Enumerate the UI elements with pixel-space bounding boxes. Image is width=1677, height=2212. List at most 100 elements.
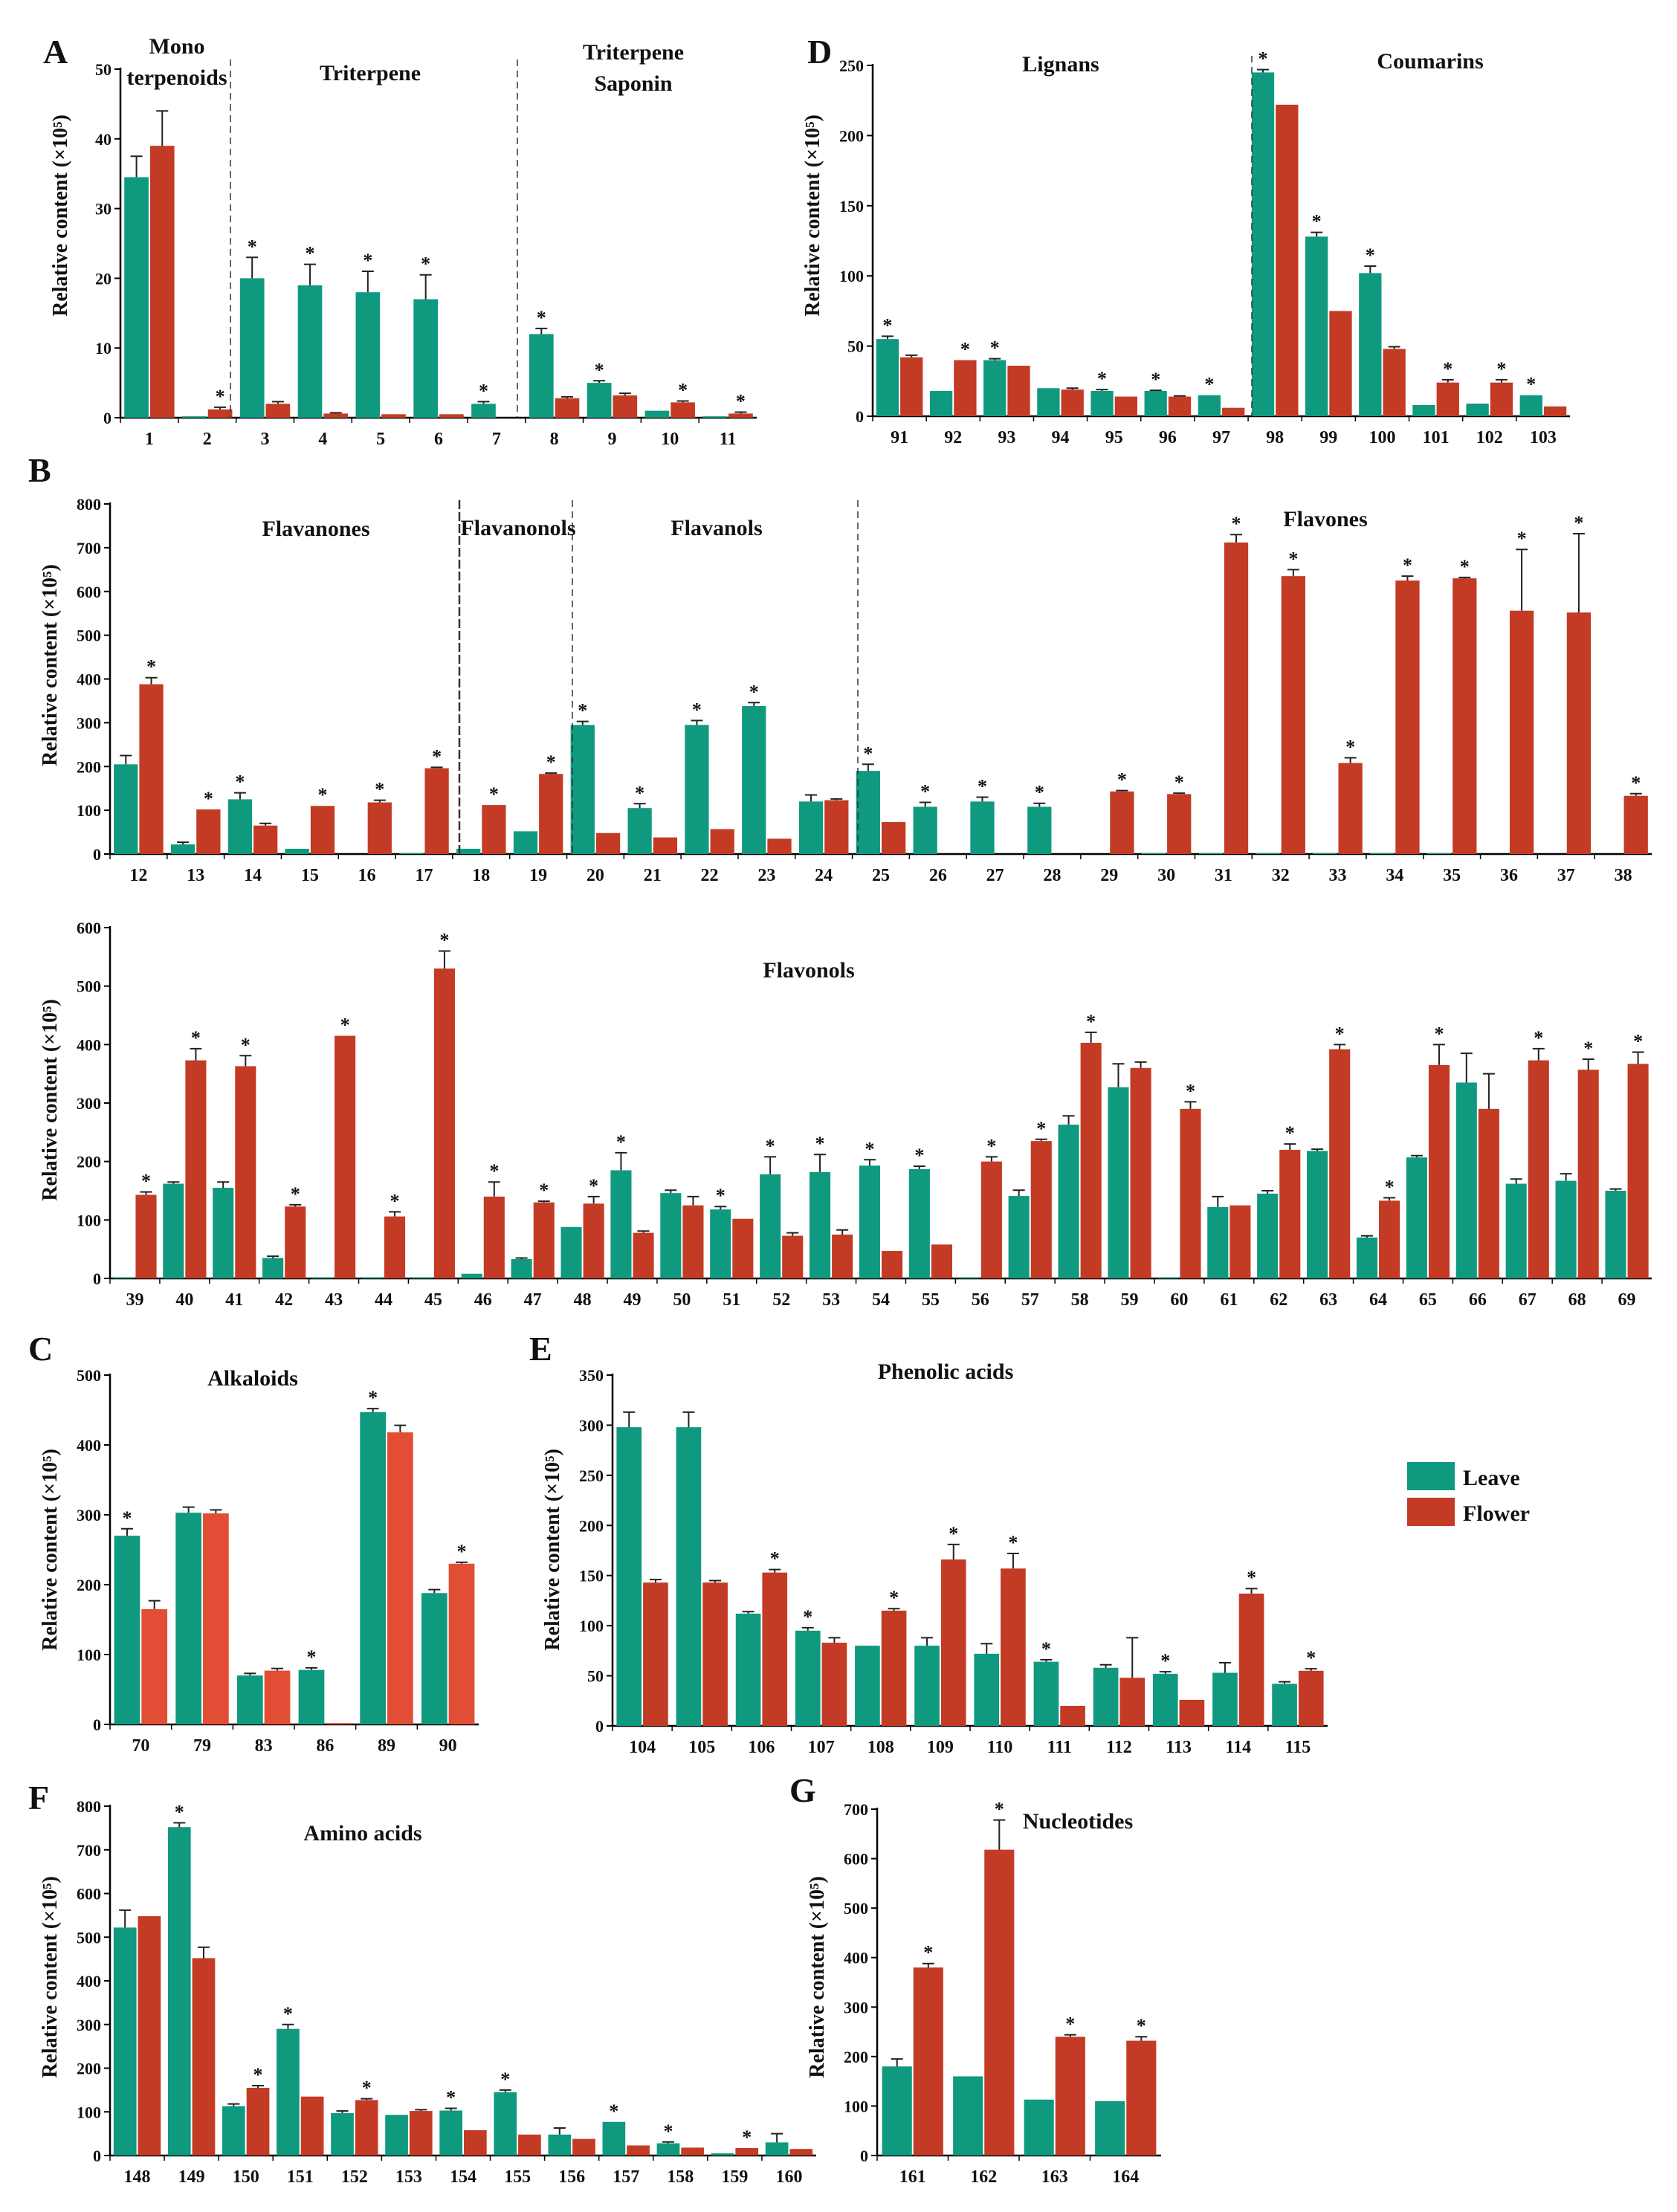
bar-leave xyxy=(461,1273,482,1278)
x-tick-label: 26 xyxy=(929,866,947,885)
x-tick-label: 158 xyxy=(667,2167,694,2187)
y-tick-label: 0 xyxy=(93,1715,101,1734)
x-tick-label: 21 xyxy=(644,866,662,885)
x-tick-label: 65 xyxy=(1419,1290,1437,1310)
y-axis-label: Relative content (×10⁵) xyxy=(39,999,62,1201)
y-axis-label: Relative content (×10⁵) xyxy=(39,1449,62,1651)
bar-leave xyxy=(331,2113,354,2156)
bar-leave xyxy=(494,2092,517,2156)
x-tick-label: 111 xyxy=(1047,1738,1072,1757)
group-label: Flavanonols xyxy=(460,516,575,540)
significance-mark: * xyxy=(1345,736,1355,757)
significance-mark: * xyxy=(253,2064,263,2086)
significance-mark: * xyxy=(216,386,225,407)
x-tick-label: 35 xyxy=(1443,866,1461,885)
x-tick-label: 59 xyxy=(1121,1290,1139,1310)
bar-flower xyxy=(1428,1064,1450,1278)
x-tick-label: 47 xyxy=(524,1290,542,1310)
y-tick-label: 50 xyxy=(95,60,112,79)
bar-leave xyxy=(413,299,438,418)
x-tick-label: 115 xyxy=(1285,1738,1311,1757)
x-tick-label: 18 xyxy=(472,866,490,885)
bar-flower xyxy=(1338,763,1363,854)
bar-leave xyxy=(760,1174,781,1278)
y-tick-label: 200 xyxy=(77,1576,101,1594)
x-tick-label: 32 xyxy=(1272,866,1290,885)
x-tick-label: 114 xyxy=(1225,1738,1251,1757)
significance-mark: * xyxy=(479,380,488,401)
significance-mark: * xyxy=(1151,369,1160,390)
bar-leave xyxy=(644,410,670,418)
x-tick-label: 99 xyxy=(1319,428,1337,447)
x-tick-label: 15 xyxy=(301,866,319,885)
bar-leave xyxy=(355,292,381,418)
y-tick-label: 700 xyxy=(77,1841,101,1860)
panel-b: B 0 100 200 300 400 500 600 700 800 Relative conte… xyxy=(28,451,1652,885)
significance-mark: * xyxy=(1285,1122,1295,1144)
bar-leave xyxy=(742,706,766,854)
significance-mark: * xyxy=(1204,374,1214,395)
significance-mark: * xyxy=(920,781,930,803)
significance-mark: * xyxy=(815,1133,825,1154)
bar-flower xyxy=(138,1916,161,2156)
significance-mark: * xyxy=(1036,1118,1046,1139)
bar-flower xyxy=(627,2145,650,2156)
y-tick-label: 50 xyxy=(587,1667,604,1686)
bar-leave xyxy=(399,853,424,854)
bar-leave xyxy=(1359,273,1382,416)
y-tick-label: 700 xyxy=(844,1800,868,1819)
bar-flower xyxy=(1281,576,1305,854)
bar-flower xyxy=(326,1723,352,1724)
bar-leave xyxy=(1095,2101,1125,2156)
legend-swatch-leave xyxy=(1407,1462,1455,1490)
bar-leave xyxy=(809,1171,831,1278)
y-tick-label: 300 xyxy=(77,1506,101,1524)
bar-flower xyxy=(1509,610,1534,854)
x-tick-label: 68 xyxy=(1568,1290,1586,1310)
bar-leave xyxy=(1157,1277,1179,1278)
bar-leave xyxy=(735,1613,761,1726)
x-tick-label: 12 xyxy=(129,866,147,885)
bar-leave xyxy=(1198,395,1221,416)
bar-leave xyxy=(1141,853,1166,854)
x-tick-label: 42 xyxy=(275,1290,293,1310)
y-tick-label: 100 xyxy=(839,267,864,285)
x-tick-label: 69 xyxy=(1618,1290,1636,1310)
significance-mark: * xyxy=(191,1027,201,1049)
x-tick-label: 48 xyxy=(574,1290,592,1310)
x-tick-label: 70 xyxy=(132,1736,149,1756)
x-tick-label: 41 xyxy=(225,1290,243,1310)
panel-b2: 0 100 200 300 400 500 600 Relative content (×10… xyxy=(39,919,1652,1310)
bar-flower xyxy=(424,768,449,854)
bar-flower xyxy=(931,1244,953,1278)
y-tick-label: 200 xyxy=(77,757,101,776)
bar-flower xyxy=(367,802,392,854)
bar-flower xyxy=(409,2111,433,2156)
bar-leave xyxy=(1356,1237,1378,1278)
y-tick-label: 200 xyxy=(844,2048,868,2066)
x-tick-label: 157 xyxy=(613,2167,639,2187)
x-tick-label: 44 xyxy=(375,1290,392,1310)
bar-flower xyxy=(310,806,335,854)
x-tick-label: 62 xyxy=(1270,1290,1287,1310)
x-tick-label: 100 xyxy=(1369,428,1395,447)
y-axis-label: Relative content (×10⁵) xyxy=(49,114,72,317)
bar-leave xyxy=(298,1669,325,1724)
bar-flower xyxy=(1329,1049,1351,1278)
bar-flower xyxy=(767,838,792,854)
bar-leave xyxy=(222,2106,245,2156)
panel-c: C 0 100 200 300 400 500 Relative content (×10⁵)… xyxy=(28,1330,479,1756)
significance-mark: * xyxy=(889,1587,899,1608)
bar-flower xyxy=(141,1608,168,1724)
significance-mark: * xyxy=(803,1606,812,1628)
legend-swatch-flower xyxy=(1407,1498,1455,1526)
significance-mark: * xyxy=(1137,2015,1146,2037)
bar-leave xyxy=(529,334,554,418)
x-tick-label: 151 xyxy=(287,2167,314,2187)
significance-mark: * xyxy=(1086,1011,1096,1032)
y-tick-label: 500 xyxy=(77,1928,101,1947)
y-tick-label: 400 xyxy=(844,1949,868,1967)
x-tick-label: 162 xyxy=(970,2167,997,2187)
significance-mark: * xyxy=(986,1135,996,1157)
x-tick-label: 46 xyxy=(474,1290,492,1310)
